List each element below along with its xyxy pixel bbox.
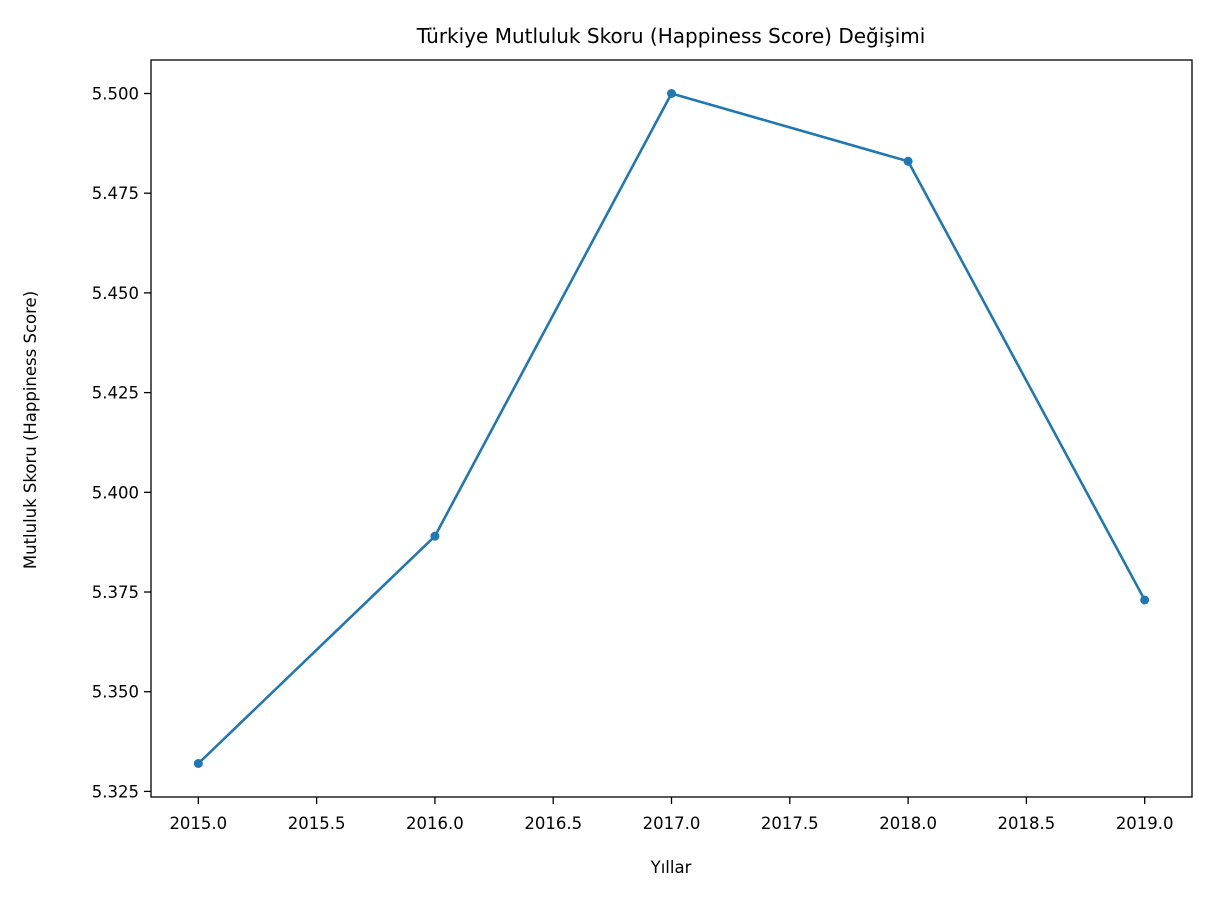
data-point — [193, 759, 203, 768]
data-point — [430, 531, 440, 541]
x-tick-label: 2015.5 — [288, 814, 346, 833]
y-tick-label: 5.450 — [92, 284, 139, 303]
x-tick-label: 2018.0 — [879, 814, 937, 833]
data-point — [667, 89, 676, 98]
x-tick-label: 2015.0 — [169, 814, 227, 833]
x-tick-label: 2016.0 — [406, 814, 464, 833]
data-point — [903, 156, 913, 166]
x-tick-label: 2017.5 — [761, 814, 819, 833]
plot-frame — [150, 59, 1193, 798]
x-tick-label: 2017.0 — [643, 814, 701, 833]
x-tick-label: 2018.5 — [998, 814, 1056, 833]
y-tick-label: 5.400 — [92, 483, 139, 502]
series-line — [197, 92, 1146, 765]
x-tick-label: 2016.5 — [524, 814, 582, 833]
y-tick-label: 5.325 — [92, 782, 139, 801]
chart-title: Türkiye Mutluluk Skoru (Happiness Score)… — [416, 24, 926, 48]
y-tick-label: 5.425 — [92, 384, 139, 403]
plot-area: 2015.0 2015.5 2016.0 2016.5 2017.0 2017.5 2018… — [92, 59, 1193, 833]
x-axis-label: Yıllar — [650, 858, 692, 877]
y-tick-label: 5.500 — [92, 85, 139, 104]
y-axis-label: Mutluluk Skoru (Happiness Score) — [21, 291, 40, 569]
y-tick-label: 5.375 — [92, 583, 139, 602]
data-point — [1140, 595, 1150, 605]
y-tick-label: 5.475 — [92, 184, 139, 203]
x-tick-label: 2019.0 — [1116, 814, 1174, 833]
y-tick-label: 5.350 — [92, 683, 139, 702]
